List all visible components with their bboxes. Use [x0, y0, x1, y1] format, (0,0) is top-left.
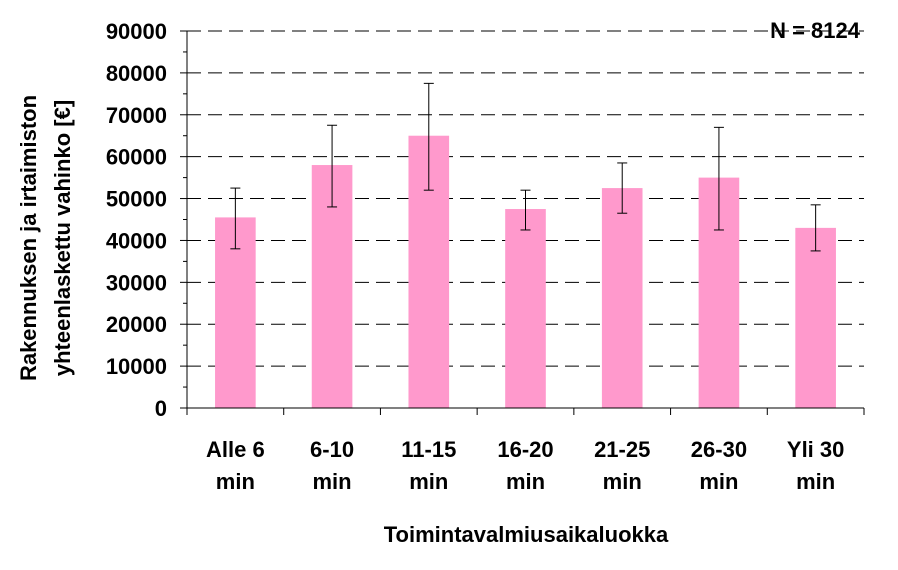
bar [505, 209, 546, 408]
sample-size-annotation: N = 8124 [770, 18, 861, 43]
x-axis-title: Toimintavalmiusaikaluokka [384, 522, 669, 547]
y-tick-label: 50000 [106, 187, 167, 212]
y-tick-label: 10000 [106, 354, 167, 379]
axes [180, 30, 865, 415]
bar [795, 227, 836, 408]
y-tick-label: 0 [155, 396, 167, 421]
x-tick-label: 16-20 min [497, 437, 553, 494]
x-tick-label: Alle 6 min [206, 437, 265, 494]
y-tick-label: 20000 [106, 312, 167, 337]
bar [601, 188, 643, 408]
x-tick-label: Yli 30 min [787, 437, 844, 494]
y-tick-label: 80000 [106, 61, 167, 86]
y-tick-label: 70000 [106, 103, 167, 128]
error-bars [230, 82, 821, 252]
x-tick-label: 26-30 min [691, 437, 747, 494]
y-tick-label: 30000 [106, 270, 167, 295]
x-tick-labels: Alle 6 min 6-10 min 11-15 min 16-20 min 21-25 min… [206, 437, 844, 494]
y-tick-label: 60000 [106, 145, 167, 170]
y-tick-label: 90000 [106, 19, 167, 44]
bars [215, 135, 836, 408]
y-axis-title-line-2: yhteenlaskettu vahinko [€] [50, 100, 75, 376]
x-tick-label: 11-15 min [401, 437, 456, 494]
y-tick-labels: 0 10000 20000 30000 40000 50000 60000 70000 8000… [106, 19, 167, 421]
x-tick-label: 6-10 min [310, 437, 354, 494]
y-tick-label: 40000 [106, 228, 167, 253]
y-axis-title-line-1: Rakennuksen ja irtaimiston [16, 95, 41, 381]
x-tick-label: 21-25 min [594, 437, 650, 494]
y-axis-title: Rakennuksen ja irtaimiston yhteenlaskett… [16, 95, 75, 381]
